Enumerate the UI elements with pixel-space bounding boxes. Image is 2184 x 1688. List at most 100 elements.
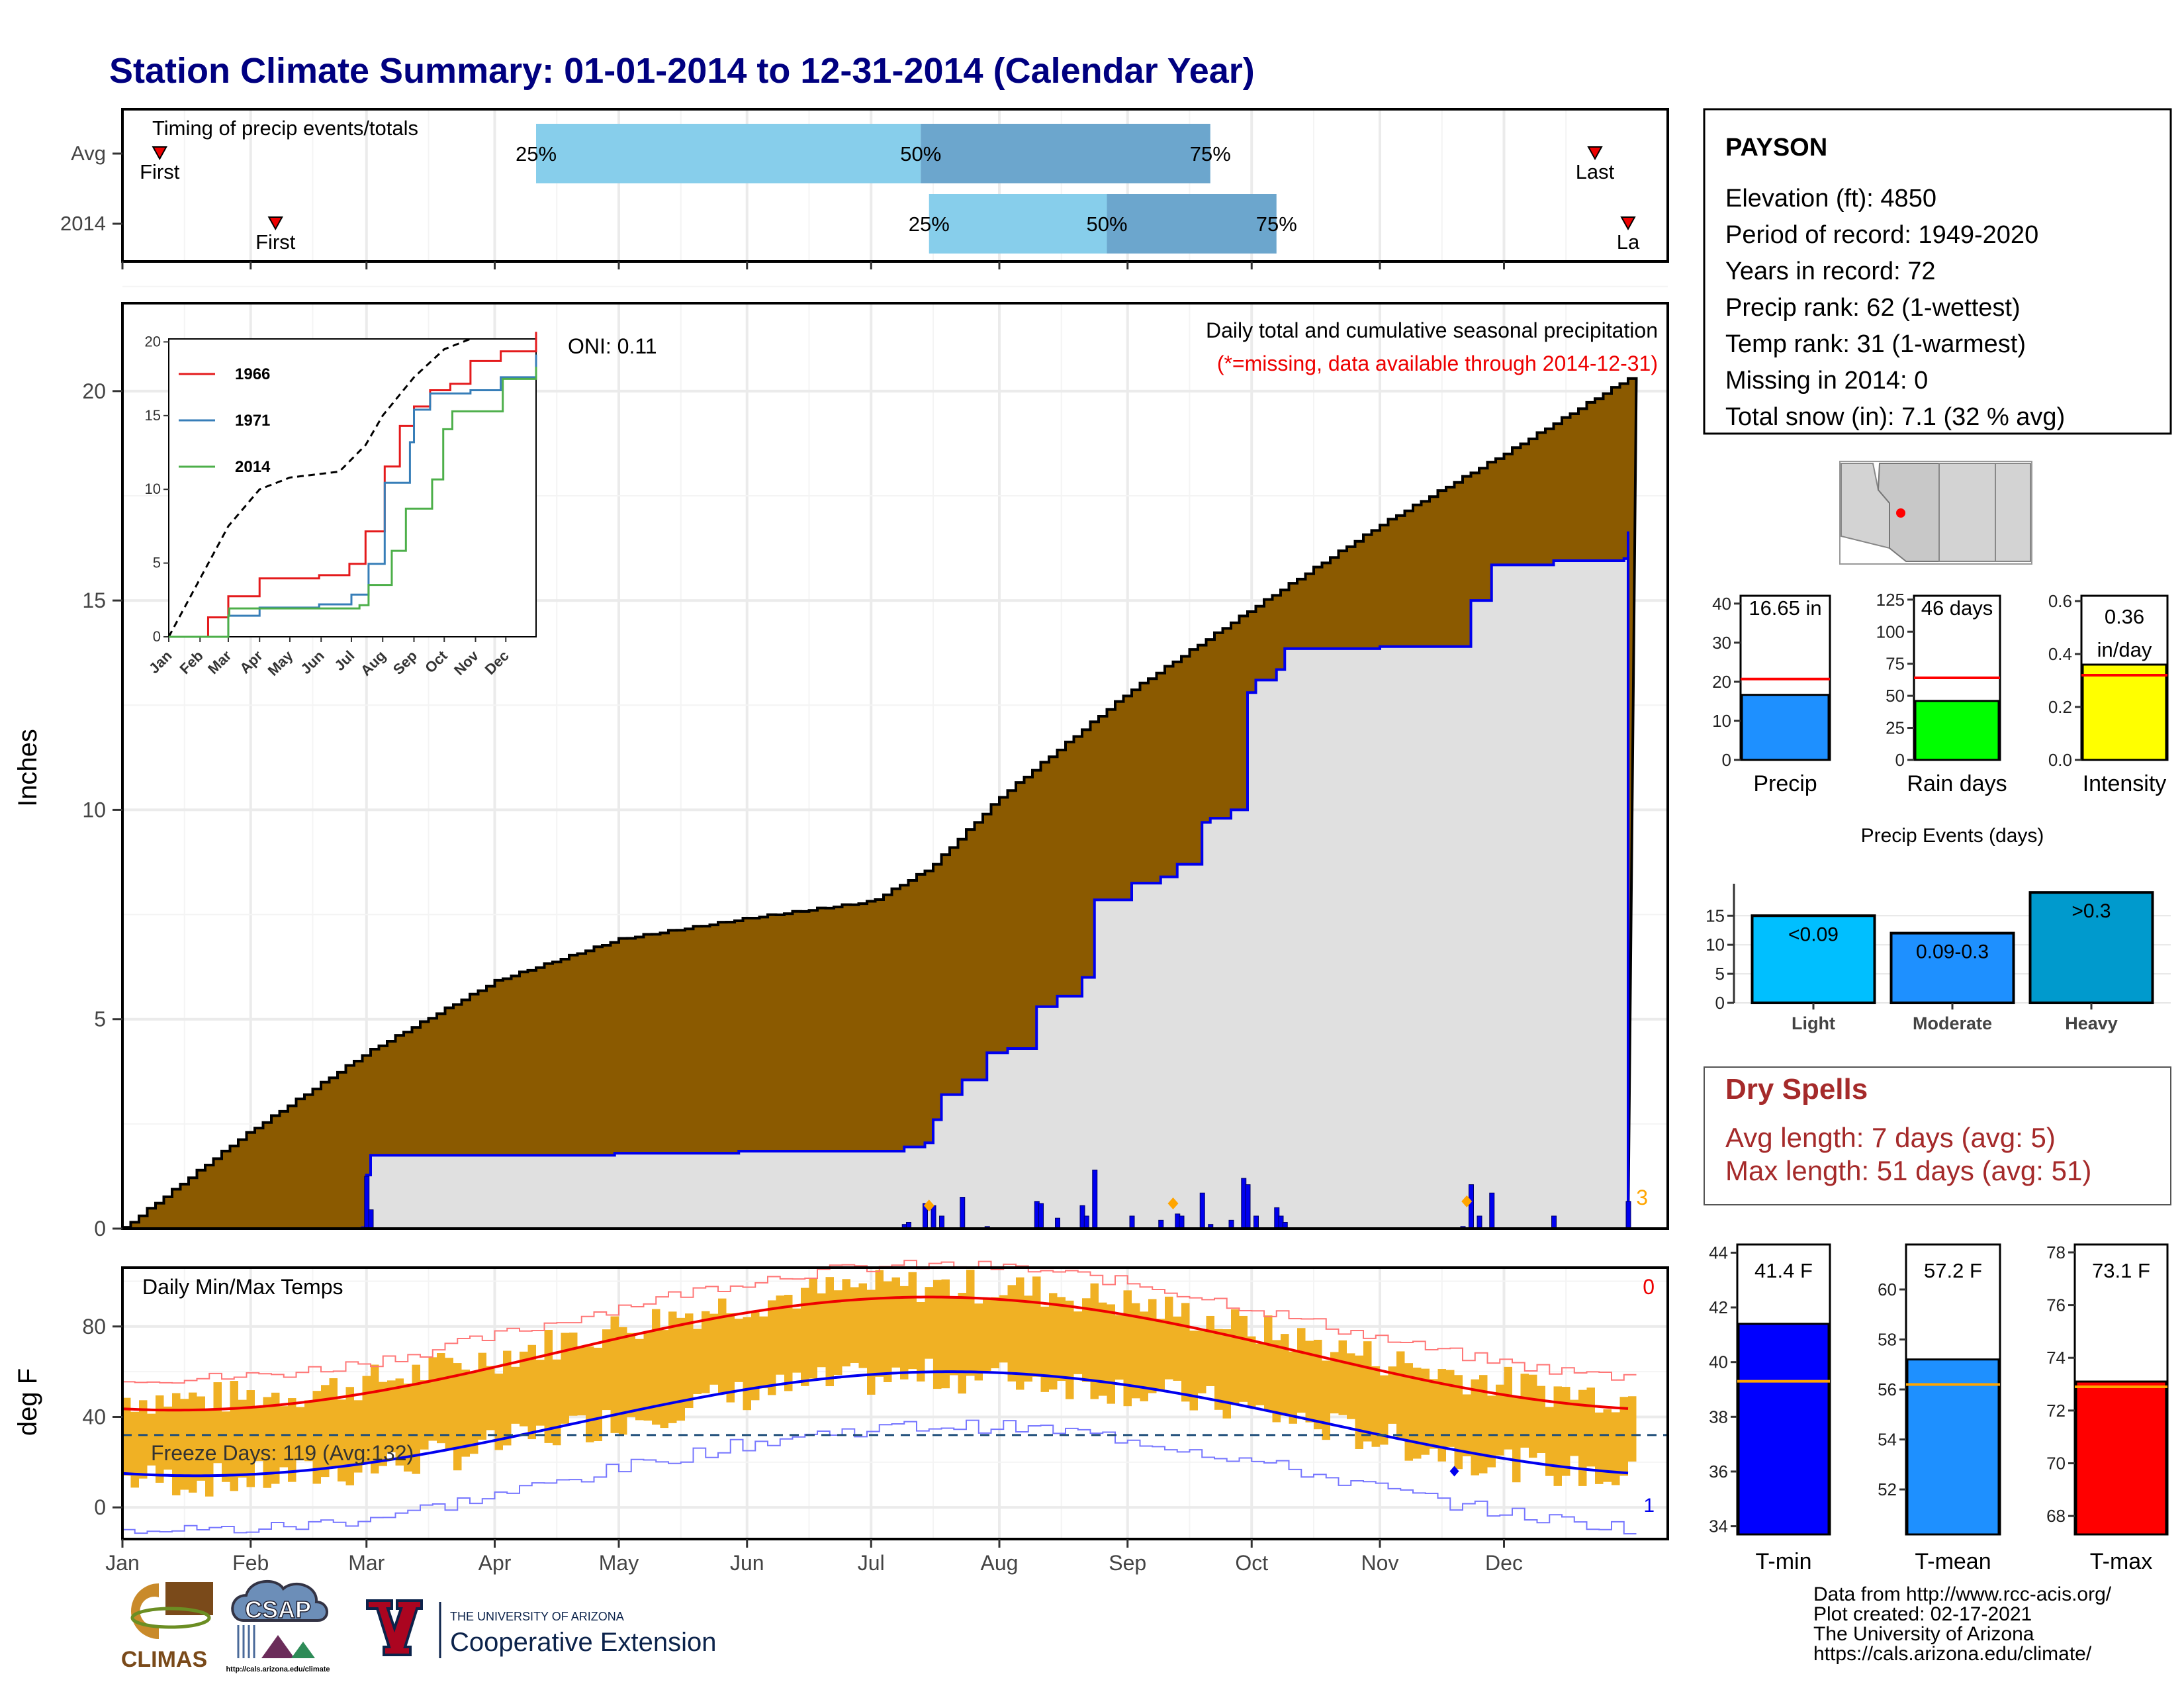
precip-missing-count: 3 xyxy=(1636,1186,1648,1209)
inset-average-line xyxy=(167,338,471,637)
events-y-tick-label: 15 xyxy=(1706,906,1725,925)
daily-temp-bar xyxy=(743,1317,751,1411)
daily-temp-bar xyxy=(842,1279,850,1367)
daily-temp-bar xyxy=(1363,1341,1372,1442)
quartile-25-50-bar xyxy=(929,194,1107,254)
page-title: Station Climate Summary: 01-01-2014 to 1… xyxy=(109,51,1255,91)
daily-temp-bar xyxy=(850,1287,859,1363)
daily-temp-bar xyxy=(1248,1336,1256,1409)
station-line-7: Total snow (in): 7.1 (32 % avg) xyxy=(1725,403,2065,431)
daily-temp-bar xyxy=(1338,1340,1347,1415)
daily-temp-bar xyxy=(321,1385,330,1477)
freeze-days: Freeze Days: 119 (Avg:132) xyxy=(151,1441,414,1465)
daily-temp-bar xyxy=(1463,1394,1471,1456)
daily-precip-bar xyxy=(1469,1184,1474,1229)
daily-temp-bar xyxy=(1156,1319,1165,1390)
precip-caption: Daily total and cumulative seasonal prec… xyxy=(1206,318,1658,342)
average-min-line xyxy=(122,1370,1629,1477)
inset-y-tick-label: 0 xyxy=(153,628,161,645)
station-line-6: Missing in 2014: 0 xyxy=(1725,367,1928,395)
quartile-25-label: 25% xyxy=(909,212,950,236)
gauge-tick-label: 0.2 xyxy=(2048,697,2072,717)
events-category-label: Moderate xyxy=(1913,1013,1992,1033)
daily-temp-bar xyxy=(1421,1368,1430,1455)
events-bar-label: <0.09 xyxy=(1788,923,1839,945)
daily-temp-bar xyxy=(1586,1387,1595,1467)
precip-y-label: Inches xyxy=(13,729,42,807)
daily-temp-bar xyxy=(271,1392,280,1484)
month-label: Apr xyxy=(478,1551,512,1575)
daily-temp-bar xyxy=(685,1313,694,1409)
daily-temp-bar xyxy=(1562,1387,1570,1476)
daily-temp-bar xyxy=(577,1346,586,1416)
daily-temp-bar xyxy=(1272,1340,1281,1423)
events-bar-heavy xyxy=(2028,891,2154,1005)
record-low-line xyxy=(122,1419,1637,1535)
daily-temp-bar xyxy=(1628,1396,1637,1462)
daily-temp-bar xyxy=(147,1413,156,1466)
daily-temp-bar xyxy=(809,1278,817,1379)
daily-temp-bar xyxy=(1371,1366,1380,1447)
daily-temp-bar xyxy=(1140,1311,1148,1401)
daily-temp-bar xyxy=(1206,1315,1214,1386)
daily-temp-bar xyxy=(255,1407,263,1462)
daily-temp-bar xyxy=(279,1406,288,1468)
gauge-tick-label: 40 xyxy=(1712,594,1731,614)
dry-spells-box: Dry Spells Avg length: 7 days (avg: 5) M… xyxy=(1704,1066,2171,1205)
gauge-value-bar xyxy=(1914,700,2000,761)
quartile-75-label: 75% xyxy=(1190,142,1231,165)
gauge-tick-label: 100 xyxy=(1876,622,1905,641)
daily-precip-bar xyxy=(1477,1215,1482,1229)
daily-precip-bar xyxy=(1199,1192,1205,1229)
month-label: Oct xyxy=(1235,1551,1268,1575)
gauge-tick-label: 10 xyxy=(1712,711,1731,731)
daily-temp-bar xyxy=(420,1380,429,1450)
daily-temp-bar xyxy=(561,1333,569,1424)
temp-gauge-tick-label: 78 xyxy=(2046,1243,2066,1262)
month-label: Feb xyxy=(232,1551,269,1575)
daily-temp-bar xyxy=(1347,1353,1355,1419)
inset-series-1966 xyxy=(169,332,537,638)
y-tick-label: 0 xyxy=(94,1495,106,1519)
daily-temp-bar xyxy=(354,1400,363,1473)
daily-temp-bar xyxy=(1231,1309,1240,1404)
daily-temp-bar xyxy=(263,1397,271,1488)
gauge-tick-label: 25 xyxy=(1886,718,1905,738)
daily-temp-bar xyxy=(1073,1311,1082,1374)
gauge-tick-label: 50 xyxy=(1886,686,1905,706)
events-category-label: Light xyxy=(1792,1013,1835,1033)
daily-temp-bar xyxy=(1222,1329,1231,1419)
station-line-2: Period of record: 1949-2020 xyxy=(1725,221,2038,249)
events-bar-light xyxy=(1751,914,1876,1005)
y-tick-label: 80 xyxy=(82,1315,106,1338)
daily-precip-bar xyxy=(1092,1169,1098,1229)
temp-gauge-t-min: 34 36 38 40 42 44 41.4 F T-min xyxy=(1709,1243,1831,1574)
last-event-label: La xyxy=(1617,230,1640,254)
daily-temp-bar xyxy=(1404,1363,1413,1461)
daily-temp-bar xyxy=(1595,1412,1604,1484)
daily-temp-bar xyxy=(908,1272,917,1370)
daily-temp-bar xyxy=(222,1411,230,1482)
daily-temp-bar xyxy=(858,1283,867,1368)
daily-temp-bar xyxy=(1471,1379,1479,1476)
daily-temp-bar xyxy=(586,1346,594,1442)
daily-temp-bar xyxy=(412,1364,420,1474)
daily-temp-bar xyxy=(1040,1306,1049,1392)
temp-gauge-tick-label: 60 xyxy=(1878,1280,1897,1299)
daily-temp-bar xyxy=(1504,1366,1512,1450)
daily-temp-bar xyxy=(917,1301,925,1382)
daily-temp-bar xyxy=(643,1331,652,1421)
quartile-50-75-bar xyxy=(921,124,1210,183)
station-locator-map xyxy=(1839,461,2032,565)
first-event-label: First xyxy=(255,230,296,254)
daily-temp-bar xyxy=(834,1290,842,1376)
daily-precip-bar xyxy=(1038,1203,1044,1229)
temp-gauge-tick-label: 38 xyxy=(1709,1407,1728,1427)
gauge-tick-label: 0.6 xyxy=(2048,591,2072,611)
daily-temp-bar xyxy=(1454,1375,1463,1470)
quartile-75-label: 75% xyxy=(1256,212,1297,236)
daily-temp-bar xyxy=(511,1366,520,1424)
daily-temp-bar xyxy=(437,1353,445,1444)
daily-temp-bar xyxy=(180,1399,189,1490)
gauge-label: Rain days xyxy=(1907,771,2007,796)
